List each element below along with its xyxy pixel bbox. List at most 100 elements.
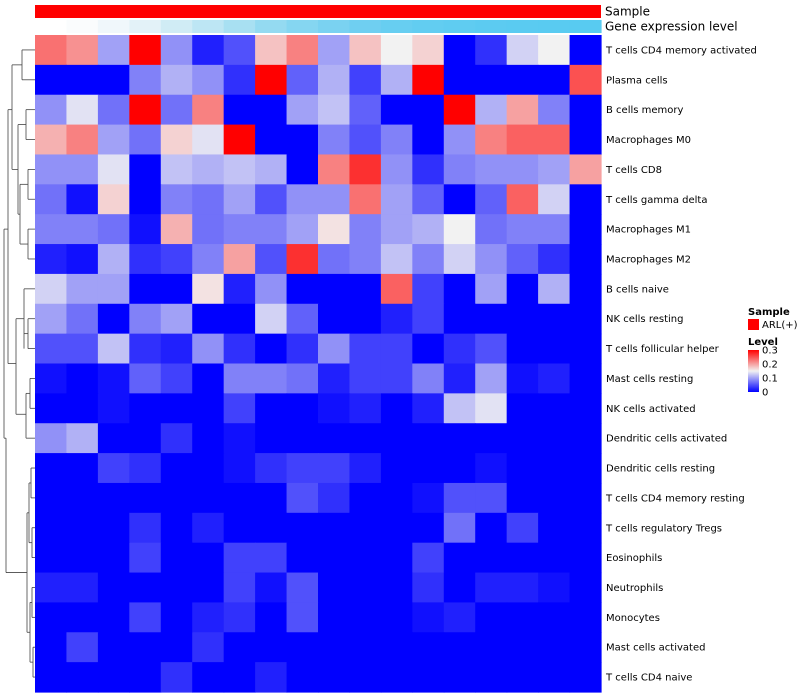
heatmap-cell: [506, 572, 539, 604]
heatmap-cell: [412, 602, 445, 633]
heatmap-cell: [569, 303, 602, 335]
heatmap-cell: [412, 632, 445, 663]
heatmap-cell: [380, 273, 413, 305]
heatmap-cell: [569, 572, 602, 604]
heatmap-cell: [506, 632, 539, 663]
heatmap-cell: [443, 512, 476, 544]
heatmap-cell: [223, 303, 256, 335]
heatmap-cell: [223, 602, 256, 633]
heatmap-cell: [569, 154, 602, 185]
heatmap-cell: [538, 273, 571, 305]
heatmap-cell: [35, 184, 68, 215]
expression-annotation-cell: [66, 20, 99, 33]
heatmap-cell: [223, 572, 256, 604]
heatmap-cell: [192, 482, 225, 514]
expression-annotation-cell: [160, 20, 193, 33]
heatmap-cell: [443, 124, 476, 156]
heatmap-cell: [160, 453, 193, 484]
heatmap-cell: [380, 572, 413, 604]
heatmap-cell: [286, 512, 319, 544]
heatmap-cell: [35, 154, 68, 185]
heatmap-cell: [538, 662, 571, 693]
heatmap-cell: [412, 423, 445, 454]
heatmap-cell: [66, 214, 99, 245]
row-label: Mast cells resting: [606, 374, 693, 385]
heatmap-cell: [569, 423, 602, 454]
heatmap-cell: [192, 393, 225, 424]
heatmap-cell: [255, 602, 288, 633]
heatmap-cell: [349, 453, 382, 484]
heatmap-cell: [569, 244, 602, 275]
row-label: T cells CD8: [605, 165, 662, 176]
heatmap-cell: [506, 333, 539, 365]
heatmap-cell: [255, 244, 288, 275]
heatmap-cell: [129, 35, 162, 66]
heatmap-cell: [255, 572, 288, 604]
heatmap-cell: [223, 333, 256, 365]
heatmap-cell: [97, 214, 130, 245]
heatmap-cell: [443, 572, 476, 604]
heatmap-cell: [192, 572, 225, 604]
heatmap-cell: [318, 512, 351, 544]
heatmap-cell: [380, 482, 413, 514]
heatmap-cells: [35, 35, 602, 693]
heatmap-cell: [569, 662, 602, 693]
heatmap-cell: [506, 184, 539, 215]
heatmap-cell: [66, 244, 99, 275]
heatmap-cell: [318, 94, 351, 126]
heatmap-cell: [349, 482, 382, 514]
heatmap-cell: [286, 154, 319, 185]
heatmap-cell: [318, 423, 351, 454]
legend-level-title: Level: [748, 337, 778, 348]
heatmap-cell: [35, 363, 68, 394]
heatmap-cell: [192, 154, 225, 185]
heatmap-cell: [443, 662, 476, 693]
heatmap-cell: [318, 154, 351, 185]
heatmap-cell: [97, 35, 130, 66]
heatmap-cell: [35, 662, 68, 693]
heatmap-cell: [412, 542, 445, 574]
heatmap-cell: [255, 124, 288, 156]
heatmap-cell: [506, 64, 539, 96]
heatmap-cell: [255, 214, 288, 245]
heatmap-cell: [35, 512, 68, 544]
heatmap-cell: [160, 393, 193, 424]
heatmap-cell: [160, 244, 193, 275]
heatmap-cell: [160, 184, 193, 215]
heatmap-cell: [286, 244, 319, 275]
heatmap-cell: [475, 184, 508, 215]
heatmap-cell: [97, 154, 130, 185]
heatmap-cell: [349, 333, 382, 365]
heatmap-cell: [286, 602, 319, 633]
heatmap-cell: [412, 64, 445, 96]
heatmap-cell: [286, 453, 319, 484]
heatmap-cell: [160, 602, 193, 633]
row-label: Dendritic cells activated: [606, 434, 727, 445]
row-label: Mast cells activated: [606, 643, 705, 654]
heatmap-cell: [380, 333, 413, 365]
heatmap-cell: [569, 393, 602, 424]
heatmap-cell: [569, 363, 602, 394]
heatmap-cell: [349, 154, 382, 185]
heatmap-cell: [66, 363, 99, 394]
heatmap-cell: [475, 363, 508, 394]
heatmap-cell: [443, 273, 476, 305]
heatmap-cell: [538, 542, 571, 574]
heatmap-cell: [129, 602, 162, 633]
heatmap-cell: [538, 482, 571, 514]
heatmap-cell: [538, 154, 571, 185]
heatmap-cell: [160, 154, 193, 185]
legend-tick-label: 0.1: [762, 374, 778, 385]
heatmap-cell: [506, 482, 539, 514]
expression-annotation-cell: [318, 20, 351, 33]
row-label: NK cells resting: [606, 314, 683, 325]
heatmap-cell: [66, 303, 99, 335]
heatmap-cell: [349, 273, 382, 305]
heatmap-cell: [412, 273, 445, 305]
heatmap-cell: [506, 303, 539, 335]
heatmap-cell: [255, 423, 288, 454]
heatmap-cell: [380, 542, 413, 574]
heatmap-cell: [223, 482, 256, 514]
heatmap-cell: [192, 303, 225, 335]
heatmap-cell: [192, 363, 225, 394]
